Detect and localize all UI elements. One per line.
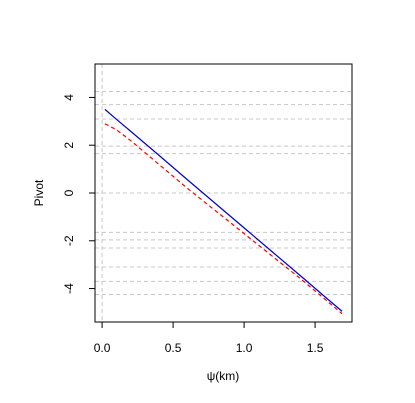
y-tick-label: -4 (62, 283, 76, 294)
y-axis-title: Pivot (32, 179, 46, 206)
x-tick-label: 0.0 (94, 341, 111, 355)
x-tick-label: 0.5 (165, 341, 182, 355)
x-tick-label: 1.0 (236, 341, 253, 355)
x-tick-label: 1.5 (307, 341, 324, 355)
x-axis-title: ψ(km) (207, 369, 240, 383)
y-tick-label: 2 (62, 142, 76, 149)
y-tick-label: 4 (62, 94, 76, 101)
y-tick-label: 0 (62, 189, 76, 196)
plot-frame (94, 63, 353, 323)
y-tick-label: -2 (62, 235, 76, 246)
series-line (104, 123, 343, 315)
series-line (104, 108, 343, 312)
